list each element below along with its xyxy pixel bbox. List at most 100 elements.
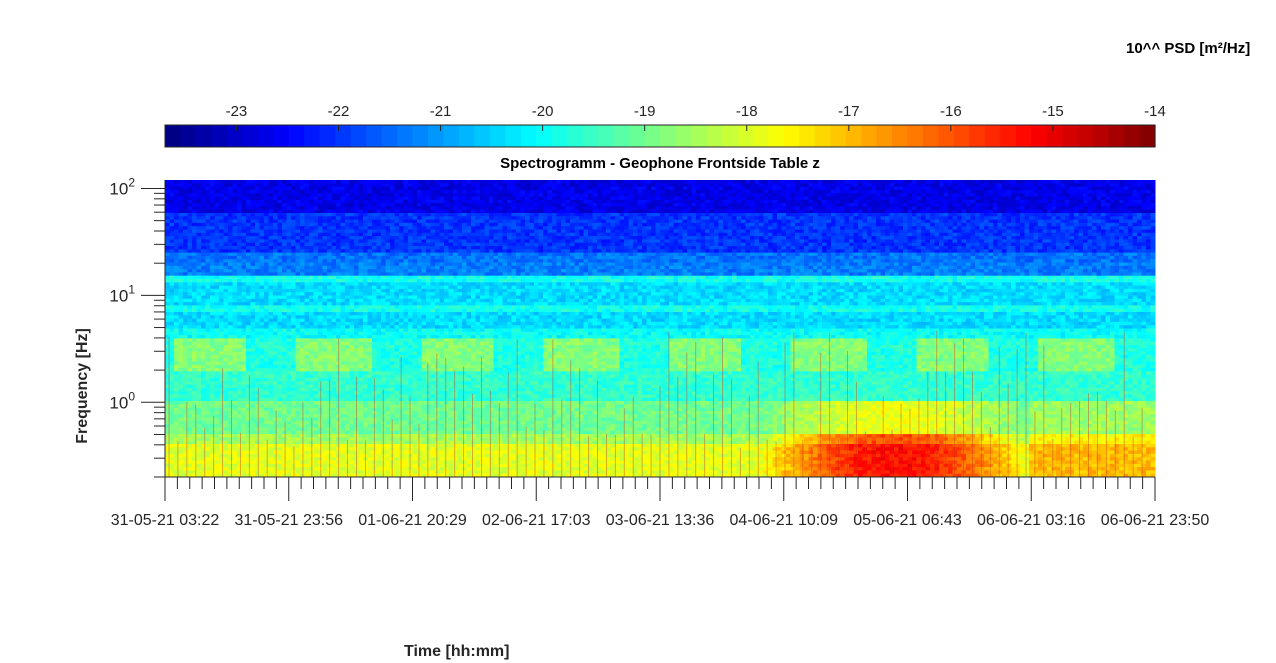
spectrogram-cell — [363, 414, 368, 419]
spectrogram-cell — [372, 315, 377, 320]
spectrogram-cell — [241, 424, 247, 428]
spectrogram-cell — [327, 209, 332, 214]
spectrogram-cell — [286, 447, 292, 452]
spectrogram-cell — [210, 440, 215, 445]
spectrogram-cell — [345, 246, 350, 250]
spectrogram-cell — [367, 358, 373, 362]
spectrogram-cell — [187, 308, 193, 313]
spectrogram-cell — [187, 444, 193, 448]
spectrogram-cell — [322, 196, 328, 201]
spectrogram-cell — [210, 282, 215, 287]
spectrogram-cell — [394, 450, 400, 455]
spectrogram-cell — [183, 384, 188, 389]
spectrogram-cell — [192, 216, 197, 221]
spectrogram-cell — [219, 186, 224, 191]
spectrogram-cell — [205, 335, 211, 339]
spectrogram-cell — [372, 424, 377, 428]
spectrogram-cell — [295, 414, 301, 419]
spectrogram-cell — [219, 216, 224, 221]
spectrogram-cell — [277, 269, 283, 273]
spectrogram-cell — [223, 427, 229, 432]
spectrogram-cell — [246, 345, 251, 349]
spectrogram-cell — [246, 348, 251, 353]
spectrogram-cell — [228, 374, 233, 379]
spectrogram-cell — [250, 315, 256, 320]
spectrogram-cell — [372, 292, 377, 296]
spectrogram-cell — [210, 196, 215, 201]
spectrogram-cell — [273, 444, 278, 448]
spectrogram-cell — [219, 401, 224, 405]
spectrogram-cell — [349, 206, 355, 211]
spectrogram-cell — [309, 265, 314, 270]
spectrogram-cell — [192, 354, 197, 359]
spectrogram-cell — [169, 312, 175, 316]
spectrogram-cell — [210, 457, 215, 461]
spectrogram-cell — [196, 371, 202, 376]
spectrogram-cell — [358, 427, 364, 432]
spectrogram-cell — [223, 279, 229, 283]
spectrogram-cell — [376, 219, 382, 224]
spectrogram-cell — [394, 361, 400, 366]
spectrogram-cell — [210, 335, 215, 339]
spectrogram-cell — [250, 312, 256, 316]
spectrogram-cell — [250, 262, 256, 267]
spectrogram-cell — [363, 209, 368, 214]
spectrogram-cell — [232, 434, 238, 438]
spectrogram-cell — [232, 249, 238, 254]
spectrogram-cell — [273, 371, 278, 376]
spectrogram-cell — [399, 457, 404, 461]
spectrogram-cell — [381, 420, 386, 425]
spectrogram-cell — [232, 348, 238, 353]
spectrogram-cell — [349, 430, 355, 435]
spectrogram-cell — [363, 285, 368, 290]
spectrogram-cell — [241, 305, 247, 310]
spectrogram-cell — [367, 364, 373, 369]
spectrogram-cell — [174, 203, 179, 207]
spectrogram-cell — [295, 348, 301, 353]
spectrogram-cell — [322, 285, 328, 290]
spectrogram-cell — [300, 312, 305, 316]
spectrogram-cell — [336, 209, 341, 214]
spectrogram-cell — [390, 384, 395, 389]
spectrogram-cell — [300, 394, 305, 399]
spectrogram-cell — [259, 183, 265, 188]
spectrogram-cell — [300, 216, 305, 221]
spectrogram-cell — [291, 374, 296, 379]
spectrogram-cell — [390, 242, 395, 247]
spectrogram-cell — [394, 265, 400, 270]
spectrogram-cell — [336, 315, 341, 320]
spectrogram-cell — [358, 209, 364, 214]
spectrogram-cell — [358, 463, 364, 468]
spectrogram-cell — [358, 394, 364, 399]
spectrogram-cell — [255, 180, 260, 184]
spectrogram-cell — [309, 302, 314, 306]
spectrogram-cell — [349, 424, 355, 428]
spectrogram-cell — [291, 239, 296, 244]
spectrogram-cell — [264, 196, 269, 201]
spectrogram-cell — [390, 315, 395, 320]
spectrogram-cell — [223, 186, 229, 191]
spectrogram-cell — [322, 457, 328, 461]
spectrogram-cell — [309, 447, 314, 452]
spectrogram-cell — [331, 321, 337, 326]
spectrogram-cell — [372, 312, 377, 316]
spectrogram-cell — [390, 397, 395, 402]
spectrogram-cell — [214, 229, 220, 234]
spectrogram-cell — [250, 269, 256, 273]
spectrogram-cell — [331, 308, 337, 313]
spectrogram-cell — [381, 272, 386, 277]
spectrogram-cell — [228, 414, 233, 419]
spectrogram-cell — [169, 384, 175, 389]
spectrogram-cell — [309, 470, 314, 475]
spectrogram-cell — [223, 196, 229, 201]
spectrogram-cell — [367, 315, 373, 320]
spectrogram-cell — [237, 262, 242, 267]
spectrogram-cell — [277, 315, 283, 320]
spectrogram-cell — [268, 272, 274, 277]
spectrogram-cell — [250, 374, 256, 379]
spectrogram-cell — [336, 302, 341, 306]
spectrogram-cell — [385, 434, 391, 438]
spectrogram-cell — [196, 302, 202, 306]
spectrogram-cell — [385, 196, 391, 201]
spectrogram-cell — [363, 351, 368, 356]
